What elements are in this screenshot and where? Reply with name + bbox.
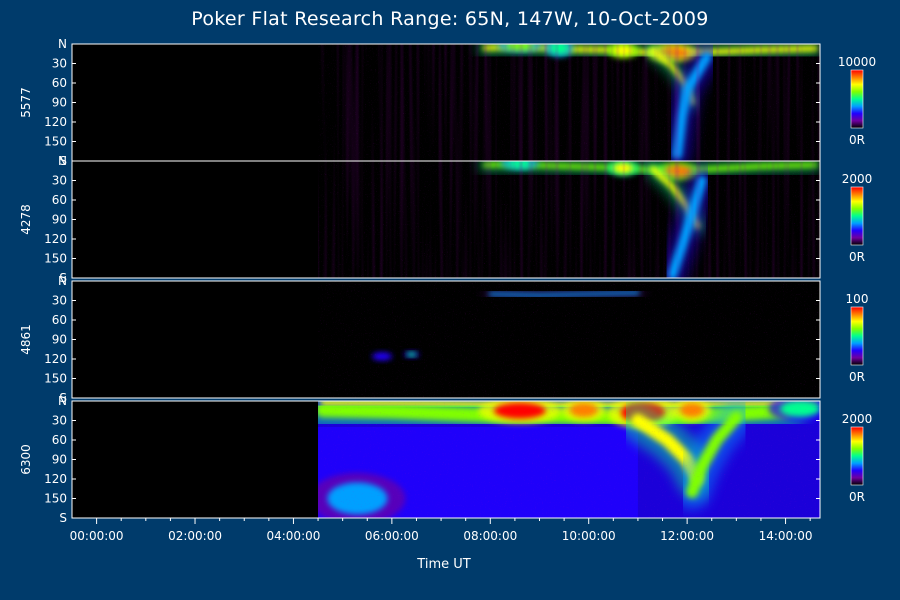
y-tick-label: 90: [52, 96, 67, 110]
y-tick-label: 120: [44, 472, 67, 486]
colorbar-ramp: [851, 187, 863, 245]
colorbar-min-label: 0R: [849, 370, 865, 384]
vertical-streaks: [318, 44, 820, 161]
panel-ylabel: 4278: [19, 204, 33, 235]
colorbar-min-label: 0R: [849, 133, 865, 147]
x-tick-label: 12:00:00: [660, 529, 714, 543]
colorbar-max-label: 10000: [838, 55, 876, 69]
y-tick-label: 150: [44, 252, 67, 266]
colorbar-frame: [850, 426, 864, 486]
panel-ylabel: 5577: [19, 87, 33, 118]
y-tick-label: 90: [52, 213, 67, 227]
y-tick-label: 120: [44, 115, 67, 129]
colorbar-frame: [850, 306, 864, 366]
x-tick-label: 08:00:00: [463, 529, 517, 543]
y-tick-label: N: [58, 154, 67, 168]
colorbar-6300: 2000 0R: [842, 412, 873, 504]
x-axis-label: Time UT: [416, 557, 470, 572]
y-tick-label: 90: [52, 453, 67, 467]
chart-title: Poker Flat Research Range: 65N, 147W, 10…: [191, 8, 709, 30]
colorbar-max-label: 2000: [842, 172, 873, 186]
y-tick-label: N: [58, 394, 67, 408]
y-tick-label: 30: [52, 57, 67, 71]
x-tick-label: 14:00:00: [759, 529, 813, 543]
y-tick-label: 120: [44, 232, 67, 246]
colorbar-frame: [850, 186, 864, 246]
x-tick-label: 00:00:00: [70, 529, 124, 543]
y-tick-label: 90: [52, 333, 67, 347]
y-tick-label: 150: [44, 372, 67, 386]
y-tick-label: 60: [52, 193, 67, 207]
y-tick-label: 150: [44, 492, 67, 506]
y-tick-label: N: [58, 274, 67, 288]
colorbar-max-label: 2000: [842, 412, 873, 426]
colorbar-max-label: 100: [846, 292, 869, 306]
colorbar-min-label: 0R: [849, 490, 865, 504]
x-tick-label: 06:00:00: [365, 529, 419, 543]
panel-ylabel: 4861: [19, 324, 33, 355]
y-tick-label: S: [59, 154, 67, 168]
colorbar-5577: 10000 0R: [838, 55, 876, 147]
y-tick-label: N: [58, 37, 67, 51]
panel-6300: N 30 60 90 120 150 S 6300: [19, 394, 821, 525]
x-tick-label: 10:00:00: [562, 529, 616, 543]
y-tick-label: 30: [52, 174, 67, 188]
sensor-noise: [318, 401, 820, 518]
colorbar-4278: 2000 0R: [842, 172, 873, 264]
y-tick-label: S: [59, 271, 67, 285]
panel-ylabel: 6300: [19, 444, 33, 475]
y-tick-label: S: [59, 511, 67, 525]
colorbar-frame: [850, 69, 864, 129]
panel-4861: N 30 60 90 120 150 S 4861: [19, 274, 821, 405]
colorbar-ramp: [851, 70, 863, 128]
y-tick-label: 30: [52, 414, 67, 428]
panel-4278: N 30 60 90 120 150 S 4278: [19, 154, 821, 285]
colorbar-4861: 100 0R: [846, 292, 869, 384]
colorbar-ramp: [851, 427, 863, 485]
y-tick-label: S: [59, 391, 67, 405]
y-tick-label: 60: [52, 313, 67, 327]
y-tick-label: 30: [52, 294, 67, 308]
x-tick-label: 02:00:00: [168, 529, 222, 543]
colorbar-min-label: 0R: [849, 250, 865, 264]
y-tick-label: 120: [44, 352, 67, 366]
panel-5577: N 30 60 90 120 150 S 5577: [19, 37, 821, 168]
x-tick-label: 04:00:00: [266, 529, 320, 543]
sensor-noise: [318, 281, 820, 398]
vertical-streaks: [318, 161, 820, 278]
y-tick-label: 60: [52, 433, 67, 447]
colorbar-ramp: [851, 307, 863, 365]
y-tick-label: 150: [44, 135, 67, 149]
y-tick-label: 60: [52, 76, 67, 90]
